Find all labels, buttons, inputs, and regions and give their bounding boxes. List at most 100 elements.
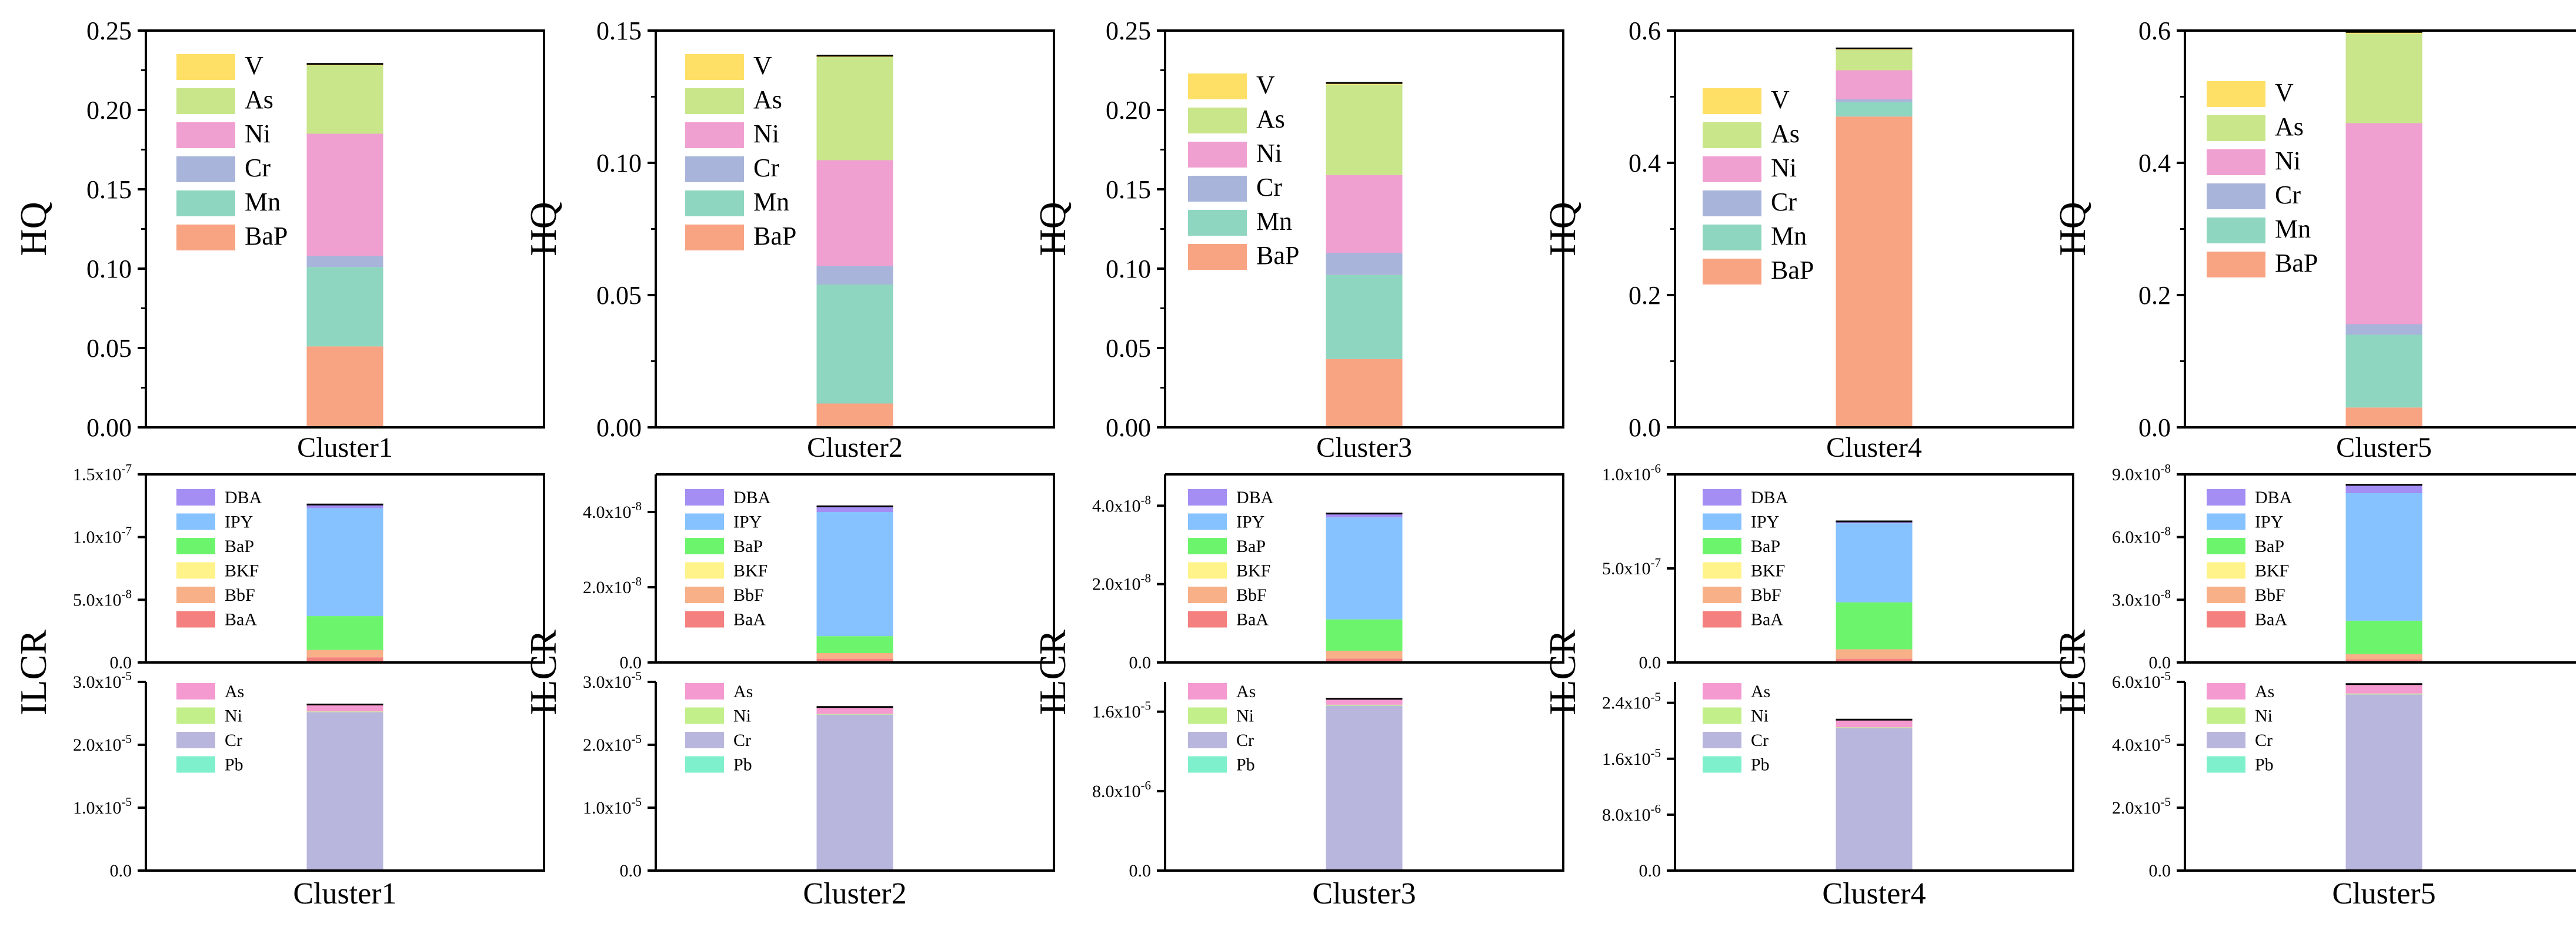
bar-segment-bap (816, 636, 893, 653)
bar-segment-mn (306, 267, 383, 347)
y-tick-label: 0.00 (86, 413, 132, 442)
y-tick-exponent: -5 (632, 669, 642, 683)
legend-swatch-ni (1188, 707, 1227, 724)
y-tick-mantissa: 2.0x10 (73, 735, 122, 755)
legend-swatch-cr (176, 732, 215, 748)
y-axis-title: HQ (2051, 202, 2093, 256)
y-tick-mantissa: 0.0 (2149, 653, 2171, 672)
y-tick-label: 0.05 (86, 334, 132, 363)
legend-label-dba: DBA (1236, 488, 1274, 507)
x-axis-title: Cluster5 (2336, 432, 2432, 463)
y-tick-label: 0.25 (86, 16, 132, 45)
legend-swatch-mn (1703, 225, 1761, 250)
y-tick-label: 0.0 (620, 861, 642, 881)
legend-label-ni: Ni (2275, 146, 2301, 175)
y-tick-mantissa: 1.0x10 (583, 798, 632, 818)
legend-label-ipy: IPY (2255, 513, 2283, 532)
y-tick-mantissa: 3.0x10 (73, 672, 122, 692)
legend-label-bap: BaP (1751, 537, 1780, 556)
legend-swatch-ni (2207, 707, 2245, 724)
legend-swatch-ni (685, 707, 724, 724)
y-tick-label: 0.15 (596, 16, 642, 45)
y-tick-label: 1.0x10-5 (583, 795, 642, 818)
legend-swatch-mn (2207, 217, 2265, 243)
plot-frame (1674, 473, 2074, 664)
legend-label-cr: Cr (1751, 731, 1769, 750)
legend-swatch-pb (1703, 756, 1741, 773)
legend-swatch-bap (1188, 538, 1227, 554)
legend-label-bap: BaP (1236, 537, 1266, 556)
y-tick-label: 5.0x10-8 (73, 587, 132, 610)
plot-frame (655, 682, 1055, 872)
legend-swatch-pb (685, 756, 724, 773)
legend-swatch-bap (1703, 259, 1761, 285)
legend-swatch-cr (1703, 190, 1761, 216)
legend-swatch-ipy (1188, 513, 1227, 530)
y-axis-title: ILCR (12, 630, 54, 715)
bar-segment-ipy (306, 508, 383, 617)
bar-segment-baa (306, 657, 383, 662)
y-tick-label: 0.0 (1639, 653, 1661, 672)
plot-frame (2184, 682, 2576, 872)
y-tick-label: 8.0x10-6 (1092, 778, 1151, 801)
y-tick-exponent: -8 (632, 574, 642, 588)
y-tick-exponent: -5 (2161, 669, 2171, 683)
plot-frame (1674, 682, 2074, 872)
y-tick-label: 3.0x10-5 (73, 669, 132, 692)
legend-label-baa: BaA (1236, 610, 1269, 630)
panel-ilcr-pah-cluster5: 0.03.0x10-86.0x10-89.0x10-8ILCRDBAIPYBaP… (2051, 461, 2576, 715)
legend-label-v: V (1256, 71, 1275, 99)
y-tick-label: 2.0x10-8 (583, 574, 642, 597)
bar-segment-dba (306, 504, 383, 508)
legend-label-cr: Cr (1771, 188, 1797, 216)
bar-segment-bbf (1326, 651, 1403, 659)
bar-segment-ni (1836, 727, 1913, 728)
y-tick-label: 0.0 (1129, 861, 1152, 881)
y-tick-exponent: -8 (2161, 587, 2171, 601)
x-axis-title: Cluster1 (293, 877, 396, 911)
y-tick-exponent: -8 (2161, 524, 2171, 538)
legend-label-cr: Cr (245, 153, 271, 182)
legend-swatch-dba (1703, 489, 1741, 506)
legend-label-mn: Mn (1256, 207, 1292, 236)
plot-frame (655, 473, 1055, 664)
bar-segment-cr (306, 256, 383, 267)
legend-swatch-as (176, 683, 215, 700)
y-tick-label: 4.0x10-8 (1092, 493, 1151, 516)
y-tick-label: 0.10 (1106, 255, 1151, 283)
y-tick-mantissa: 2.0x10 (583, 578, 632, 597)
y-tick-label: 6.0x10-8 (2112, 524, 2171, 547)
y-tick-mantissa: 0.0 (1639, 861, 1661, 881)
legend-label-as: As (1236, 682, 1256, 701)
legend-swatch-ni (2207, 149, 2265, 175)
bar-segment-dba (2345, 484, 2422, 493)
legend-swatch-v (176, 54, 235, 80)
legend-swatch-bkf (2207, 562, 2245, 579)
legend-swatch-cr (2207, 183, 2265, 209)
legend-swatch-bap (176, 538, 215, 554)
legend-swatch-bbf (176, 587, 215, 603)
legend-label-ni: Ni (2255, 707, 2273, 726)
legend-label-baa: BaA (225, 610, 257, 630)
legend-label-ipy: IPY (1751, 513, 1779, 532)
bar-segment-bap (306, 616, 383, 650)
y-tick-label: 4.0x10-5 (2112, 732, 2171, 755)
legend-label-bbf: BbF (1751, 585, 1781, 605)
y-tick-label: 3.0x10-5 (583, 669, 642, 692)
legend-label-bap: BaP (1771, 256, 1814, 285)
y-tick-mantissa: 2.0x10 (1092, 575, 1141, 594)
legend-label-bkf: BKF (1236, 561, 1270, 581)
y-tick-label: 0.6 (1629, 16, 1661, 45)
legend-swatch-ipy (2207, 513, 2245, 530)
legend-label-dba: DBA (1751, 488, 1788, 507)
y-tick-mantissa: 0.0 (1639, 653, 1661, 672)
legend-label-cr: Cr (2275, 180, 2301, 209)
legend-swatch-cr (1703, 732, 1741, 748)
y-tick-exponent: -6 (1651, 802, 1661, 816)
y-tick-exponent: -8 (1141, 571, 1152, 585)
y-tick-exponent: -5 (632, 732, 642, 746)
legend-swatch-ipy (176, 513, 215, 530)
x-axis-title: Cluster2 (803, 877, 906, 911)
panel-hq-cluster2: 0.00 0.05 0.10 0.15 HQ Cluster2 V As Ni Cr Mn BaP (522, 16, 1055, 463)
y-tick-exponent: -5 (2161, 795, 2171, 809)
